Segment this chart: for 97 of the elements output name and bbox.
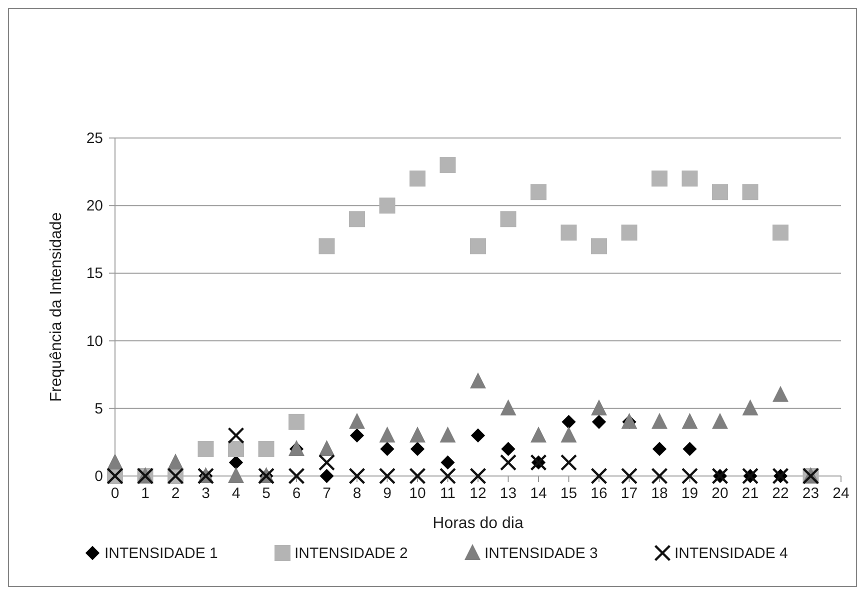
- x-tick-label: 7: [322, 485, 331, 502]
- x-tick-label: 14: [530, 485, 547, 502]
- point: [591, 238, 607, 254]
- point: [682, 170, 698, 187]
- point: [592, 414, 606, 429]
- x-tick-label: 2: [171, 485, 180, 502]
- point: [379, 468, 396, 484]
- point: [742, 399, 758, 416]
- point: [530, 184, 546, 200]
- point: [560, 224, 577, 241]
- point: [440, 455, 455, 470]
- point: [350, 428, 364, 443]
- point: [320, 468, 334, 484]
- point: [380, 442, 394, 456]
- point: [410, 468, 426, 484]
- point: [470, 238, 486, 254]
- y-tick-label: 10: [86, 332, 103, 350]
- point: [652, 468, 668, 484]
- point: [530, 426, 546, 442]
- x-tick-label: 24: [832, 485, 850, 502]
- x-axis-title: Horas do dia: [432, 515, 524, 532]
- x-tick-label: 23: [802, 485, 820, 502]
- y-tick-label: 0: [94, 468, 103, 485]
- point: [591, 468, 607, 484]
- y-axis-title: Frequência da Intensidade: [48, 212, 65, 402]
- x-tick-label: 15: [560, 485, 578, 502]
- point: [591, 399, 607, 416]
- point: [682, 412, 698, 429]
- point: [470, 468, 486, 484]
- point: [107, 453, 123, 470]
- point: [500, 454, 516, 470]
- y-tick-label: 20: [86, 198, 103, 215]
- y-tick-label: 5: [94, 400, 103, 418]
- x-tick-label: 12: [470, 485, 486, 502]
- x-tick-label: 18: [651, 485, 668, 502]
- legend-label: INTENSIDADE 3: [484, 545, 598, 562]
- point: [410, 442, 425, 456]
- x-tick-label: 13: [500, 485, 517, 502]
- point: [500, 399, 516, 416]
- point: [228, 440, 244, 457]
- point: [712, 412, 728, 429]
- point: [772, 386, 788, 402]
- point: [288, 468, 304, 484]
- y-tick-label: 15: [86, 265, 103, 282]
- point: [652, 170, 668, 187]
- x-tick-label: 4: [232, 485, 240, 502]
- x-tick-label: 5: [262, 485, 270, 502]
- x-tick-label: 16: [590, 485, 608, 502]
- point: [560, 454, 577, 470]
- point: [621, 468, 638, 484]
- point: [228, 455, 244, 470]
- point: [198, 440, 214, 457]
- point: [228, 427, 244, 444]
- point: [652, 412, 668, 429]
- point: [379, 426, 396, 442]
- point: [379, 198, 396, 214]
- point: [258, 440, 274, 457]
- point: [560, 426, 577, 442]
- y-tick-label: 25: [86, 130, 103, 147]
- point: [349, 412, 365, 429]
- x-tick-label: 20: [712, 485, 728, 502]
- x-tick-label: 19: [681, 485, 698, 502]
- point: [349, 468, 365, 484]
- point: [288, 414, 304, 430]
- x-tick-label: 22: [772, 485, 789, 502]
- point: [621, 224, 638, 241]
- x-tick-label: 1: [141, 485, 150, 502]
- point: [318, 238, 335, 254]
- x-tick-label: 3: [202, 485, 210, 502]
- point: [500, 211, 516, 228]
- x-tick-label: 17: [620, 485, 638, 502]
- point: [440, 468, 456, 484]
- x-tick-label: 8: [352, 485, 362, 502]
- point: [318, 440, 335, 456]
- point: [410, 170, 426, 187]
- x-tick-label: 0: [110, 485, 120, 502]
- x-tick-label: 10: [409, 485, 426, 502]
- point: [501, 442, 516, 456]
- point: [228, 467, 244, 483]
- point: [349, 211, 365, 228]
- point: [410, 426, 426, 442]
- x-tick-label: 6: [292, 485, 301, 502]
- point: [712, 184, 728, 200]
- point: [440, 157, 456, 174]
- point: [470, 372, 486, 388]
- legend-label: INTENSIDADE 4: [674, 545, 788, 562]
- point: [318, 454, 335, 470]
- x-tick-label: 11: [440, 485, 456, 502]
- legend-label: INTENSIDADE 2: [294, 545, 408, 562]
- point: [440, 426, 456, 442]
- x-tick-label: 21: [742, 485, 759, 502]
- point: [168, 453, 184, 470]
- legend-label: INTENSIDADE 1: [104, 545, 218, 562]
- point: [742, 184, 758, 200]
- x-tick-label: 9: [383, 485, 392, 502]
- point: [772, 224, 788, 241]
- point: [682, 468, 698, 484]
